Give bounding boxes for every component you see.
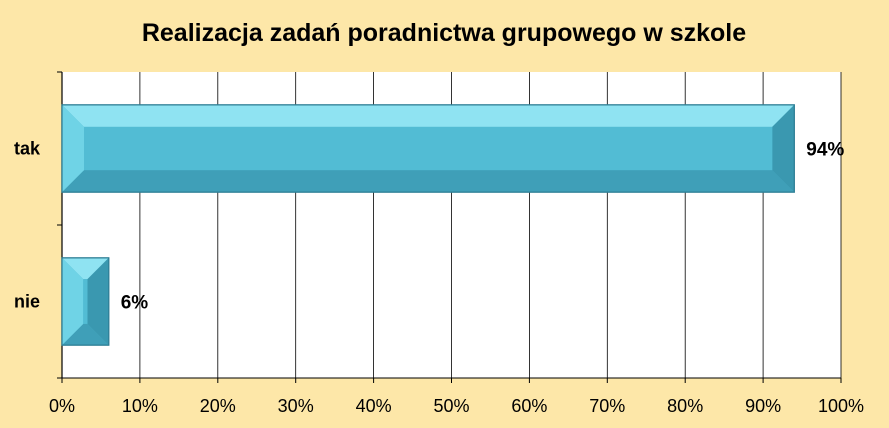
bar-bevel-bottom	[62, 170, 795, 193]
bar	[61, 257, 110, 346]
x-tick-label: 40%	[356, 396, 392, 416]
bar-bevel-right	[87, 257, 109, 346]
data-label: 6%	[121, 293, 149, 314]
bar-bevel-bottom	[62, 323, 109, 346]
x-tick-label: 20%	[200, 396, 236, 416]
data-label: 94%	[806, 140, 844, 161]
x-tick-label: 10%	[122, 396, 158, 416]
bar-bevel-right	[772, 104, 795, 193]
x-tick-label: 0%	[49, 396, 75, 416]
x-tick-label: 30%	[278, 396, 314, 416]
bar-bevel-top	[62, 257, 109, 280]
bar-bevel-left	[62, 257, 84, 346]
x-tick-label: 100%	[818, 396, 864, 416]
x-tick-label: 50%	[433, 396, 469, 416]
bar-bevel-left	[62, 104, 84, 193]
bar-face	[84, 126, 773, 171]
chart-title: Realizacja zadań poradnictwa grupowego w…	[142, 19, 746, 47]
labels: 0% 10% 20% 30% 40% 50% 60% 70% 80% 90% 100% tak 94% n…	[14, 139, 864, 417]
x-tick-label: 70%	[589, 396, 625, 416]
bar-outline	[61, 104, 795, 193]
bar-face	[83, 279, 88, 324]
category-label: nie	[14, 292, 40, 312]
bar-bevel-top	[62, 104, 795, 127]
x-tick-label: 80%	[667, 396, 703, 416]
category-label: tak	[14, 139, 41, 159]
bar	[61, 104, 795, 193]
bars	[61, 104, 795, 346]
x-tick-label: 60%	[511, 396, 547, 416]
bar-outline	[61, 257, 110, 346]
x-tick-label: 90%	[745, 396, 781, 416]
